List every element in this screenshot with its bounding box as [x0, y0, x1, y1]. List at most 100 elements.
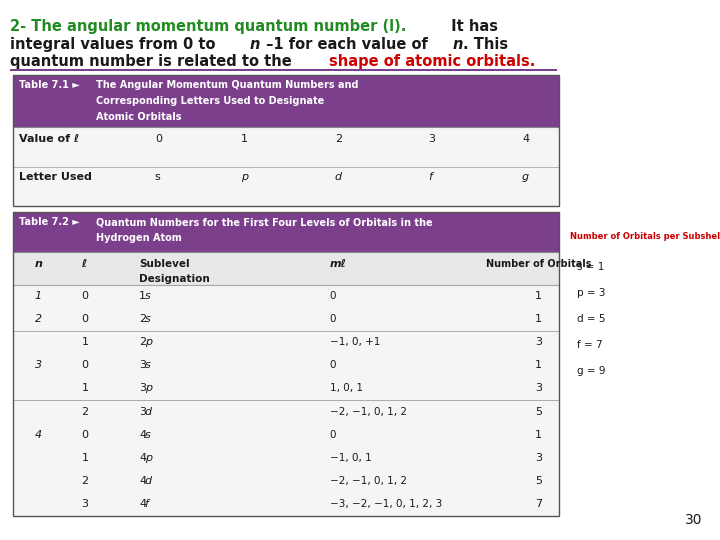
Text: Table 7.2 ►: Table 7.2 ►	[19, 217, 79, 227]
Text: 4: 4	[139, 453, 146, 463]
Text: 7: 7	[535, 499, 542, 509]
Text: g = 9: g = 9	[577, 366, 606, 376]
Text: 4: 4	[139, 499, 146, 509]
Text: −2, −1, 0, 1, 2: −2, −1, 0, 1, 2	[330, 476, 407, 486]
Text: It has: It has	[446, 19, 498, 34]
Text: . This: . This	[463, 37, 508, 52]
Text: 4: 4	[139, 430, 146, 440]
Text: d: d	[145, 407, 152, 417]
Text: 3: 3	[139, 360, 146, 370]
Text: 2: 2	[81, 476, 89, 486]
Text: p = 3: p = 3	[577, 288, 606, 298]
Text: mℓ: mℓ	[330, 259, 346, 269]
Bar	[13, 285, 559, 516]
Text: s: s	[155, 172, 161, 183]
Text: Quantum Numbers for the First Four Levels of Orbitals in the: Quantum Numbers for the First Four Level…	[96, 217, 433, 227]
Text: s = 1: s = 1	[577, 262, 605, 272]
Text: 0: 0	[330, 430, 336, 440]
Text: 1: 1	[81, 383, 89, 394]
Text: 3: 3	[81, 499, 89, 509]
Text: shape of atomic orbitals.: shape of atomic orbitals.	[329, 54, 536, 69]
Text: 2- The angular momentum quantum number (l).: 2- The angular momentum quantum number (…	[10, 19, 407, 34]
Text: 0: 0	[81, 360, 89, 370]
Text: −3, −2, −1, 0, 1, 2, 3: −3, −2, −1, 0, 1, 2, 3	[330, 499, 442, 509]
Text: –1 for each value of: –1 for each value of	[261, 37, 433, 52]
Text: 0: 0	[81, 291, 89, 301]
Text: 1: 1	[81, 453, 89, 463]
Text: 4: 4	[35, 430, 42, 440]
Text: 0: 0	[330, 360, 336, 370]
Text: quantum number is related to the: quantum number is related to the	[10, 54, 297, 69]
Text: f = 7: f = 7	[577, 340, 603, 350]
Text: 2: 2	[139, 338, 146, 347]
Bar	[13, 127, 559, 206]
Text: 3: 3	[139, 407, 146, 417]
Text: n: n	[35, 259, 42, 269]
Text: Table 7.1 ►: Table 7.1 ►	[19, 80, 79, 90]
Text: 1: 1	[241, 134, 248, 144]
Text: p: p	[145, 453, 152, 463]
Text: Number of Orbitals: Number of Orbitals	[486, 259, 591, 269]
Text: 1: 1	[139, 291, 146, 301]
Text: 3: 3	[35, 360, 42, 370]
Text: 4: 4	[522, 134, 529, 144]
Text: 3: 3	[535, 453, 542, 463]
Text: 2: 2	[81, 407, 89, 417]
Text: −1, 0, 1: −1, 0, 1	[330, 453, 372, 463]
Text: p: p	[241, 172, 248, 183]
Text: 3: 3	[139, 383, 146, 394]
Text: ℓ: ℓ	[81, 259, 86, 269]
Text: 1, 0, 1: 1, 0, 1	[330, 383, 363, 394]
Text: s: s	[145, 430, 150, 440]
Text: f: f	[145, 499, 148, 509]
Text: 4: 4	[139, 476, 146, 486]
Text: Atomic Orbitals: Atomic Orbitals	[96, 112, 181, 123]
Text: 1: 1	[535, 360, 542, 370]
Text: Sublevel: Sublevel	[139, 259, 189, 269]
Text: 0: 0	[81, 430, 89, 440]
Text: 2: 2	[35, 314, 42, 324]
Text: d: d	[145, 476, 152, 486]
Text: n: n	[452, 37, 462, 52]
Text: 3: 3	[428, 134, 436, 144]
Bar	[10, 69, 557, 71]
Text: s: s	[145, 291, 150, 301]
Text: 1: 1	[81, 338, 89, 347]
Text: g: g	[522, 172, 529, 183]
Text: s: s	[145, 360, 150, 370]
Bar	[13, 75, 559, 206]
Text: 3: 3	[535, 383, 542, 394]
Text: s: s	[145, 314, 150, 324]
Text: Number of Orbitals per Subshell: Number of Orbitals per Subshell	[570, 232, 720, 241]
Text: 5: 5	[535, 476, 542, 486]
Text: 2: 2	[139, 314, 146, 324]
Text: 0: 0	[330, 291, 336, 301]
Text: Hydrogen Atom: Hydrogen Atom	[96, 233, 181, 244]
Text: −1, 0, +1: −1, 0, +1	[330, 338, 380, 347]
Text: 30: 30	[685, 512, 702, 526]
Bar	[13, 212, 559, 516]
Text: integral values from 0 to: integral values from 0 to	[10, 37, 221, 52]
Text: d = 5: d = 5	[577, 314, 606, 324]
Bar	[13, 252, 559, 285]
Text: −2, −1, 0, 1, 2: −2, −1, 0, 1, 2	[330, 407, 407, 417]
Bar	[13, 75, 559, 127]
Text: 1: 1	[535, 314, 542, 324]
Text: Value of ℓ: Value of ℓ	[19, 134, 79, 144]
Text: 0: 0	[330, 314, 336, 324]
Text: 5: 5	[535, 407, 542, 417]
Text: 1: 1	[535, 430, 542, 440]
Text: 1: 1	[535, 291, 542, 301]
Text: The Angular Momentum Quantum Numbers and: The Angular Momentum Quantum Numbers and	[96, 80, 359, 90]
Text: 2: 2	[335, 134, 342, 144]
Text: 0: 0	[155, 134, 162, 144]
Text: f: f	[428, 172, 432, 183]
Text: n: n	[249, 37, 259, 52]
Text: p: p	[145, 338, 152, 347]
Text: p: p	[145, 383, 152, 394]
Text: Designation: Designation	[139, 274, 210, 284]
Text: Letter Used: Letter Used	[19, 172, 91, 183]
Text: 1: 1	[35, 291, 42, 301]
Text: d: d	[335, 172, 342, 183]
Text: Corresponding Letters Used to Designate: Corresponding Letters Used to Designate	[96, 96, 324, 106]
